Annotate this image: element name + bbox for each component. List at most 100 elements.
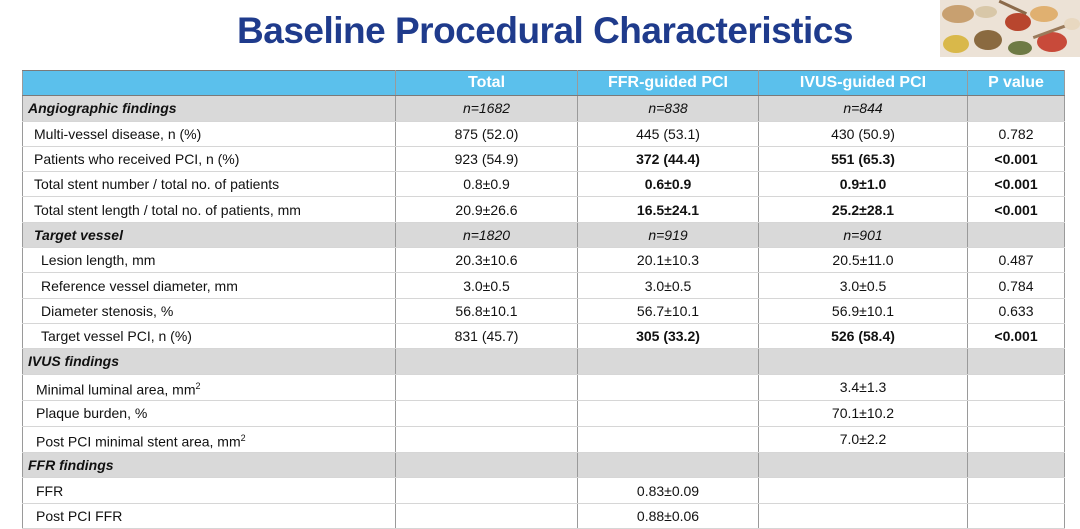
cell-p: <0.001 [967,145,1065,173]
table-header-row: Total FFR-guided PCI IVUS-guided PCI P v… [22,69,1065,97]
section-n-total: n=1682 [395,95,578,122]
cell-ivus: 3.4±1.3 [758,373,968,402]
spices-photo [940,0,1080,57]
header-total: Total [395,69,578,97]
cell-ivus: 56.9±10.1 [758,297,968,324]
cell-ivus [758,477,968,504]
row-label-text: Minimal luminal area, mm [36,381,196,398]
cell-total: 831 (45.7) [395,322,578,350]
cell-ffr: 0.83±0.09 [577,477,759,504]
cell-p: <0.001 [967,196,1065,223]
section-label: IVUS findings [22,348,396,375]
section-row-ffr-findings: FFR findings [22,452,1065,479]
cell-ffr: 20.1±10.3 [577,247,759,274]
table-row: Target vessel PCI, n (%) 831 (45.7) 305 … [22,322,1065,350]
row-label: Multi-vessel disease, n (%) [22,120,396,147]
section-n-ivus: n=844 [758,95,968,122]
cell-ivus: 70.1±10.2 [758,400,968,427]
row-label: Post PCI minimal stent area, mm2 [22,425,396,454]
cell-total [395,477,578,504]
cell-ffr: 0.88±0.06 [577,502,759,529]
section-row-angiographic: Angiographic findings n=1682 n=838 n=844 [22,95,1065,122]
section-n-ffr: n=838 [577,95,759,122]
section-empty [395,348,578,375]
cell-p [967,425,1065,454]
table-row: Multi-vessel disease, n (%) 875 (52.0) 4… [22,120,1065,147]
page-title: Baseline Procedural Characteristics [237,10,853,51]
header-p-value: P value [967,69,1065,97]
cell-ivus: 430 (50.9) [758,120,968,147]
cell-total [395,502,578,529]
section-empty [577,452,759,479]
row-label: Total stent length / total no. of patien… [22,196,396,223]
table-row: FFR 0.83±0.09 [22,477,1065,504]
header-empty-cell [22,69,396,97]
section-empty [967,452,1065,479]
cell-total: 0.8±0.9 [395,171,578,198]
cell-ffr: 0.6±0.9 [577,171,759,198]
cell-p: 0.784 [967,272,1065,299]
section-empty [967,348,1065,375]
cell-ffr [577,373,759,402]
header-ivus-guided: IVUS-guided PCI [758,69,968,97]
cell-total: 20.9±26.6 [395,196,578,223]
cell-total: 20.3±10.6 [395,247,578,274]
cell-p: 0.782 [967,120,1065,147]
table-row: Post PCI minimal stent area, mm2 7.0±2.2 [22,425,1065,454]
cell-ivus: 25.2±28.1 [758,196,968,223]
table-row: Plaque burden, % 70.1±10.2 [22,400,1065,427]
cell-ffr: 372 (44.4) [577,145,759,173]
cell-ivus: 3.0±0.5 [758,272,968,299]
table-row: Post PCI FFR 0.88±0.06 [22,502,1065,529]
row-label: Post PCI FFR [22,502,396,529]
table-row: Minimal luminal area, mm2 3.4±1.3 [22,373,1065,402]
superscript: 2 [240,432,246,443]
cell-ivus: 526 (58.4) [758,322,968,350]
cell-p: 0.487 [967,247,1065,274]
table-row: Total stent length / total no. of patien… [22,196,1065,223]
cell-ivus: 7.0±2.2 [758,425,968,454]
cell-p [967,477,1065,504]
cell-ivus: 551 (65.3) [758,145,968,173]
cell-p [967,373,1065,402]
table-row: Diameter stenosis, % 56.8±10.1 56.7±10.1… [22,297,1065,324]
table-row: Lesion length, mm 20.3±10.6 20.1±10.3 20… [22,247,1065,274]
section-label: Target vessel [22,221,396,249]
row-label: Target vessel PCI, n (%) [22,322,396,350]
cell-total [395,400,578,427]
section-row-ivus-findings: IVUS findings [22,348,1065,375]
cell-ivus: 0.9±1.0 [758,171,968,198]
row-label: Reference vessel diameter, mm [22,272,396,299]
cell-total: 923 (54.9) [395,145,578,173]
row-label: Total stent number / total no. of patien… [22,171,396,198]
section-empty [395,452,578,479]
cell-total: 875 (52.0) [395,120,578,147]
cell-total: 3.0±0.5 [395,272,578,299]
cell-total [395,373,578,402]
section-empty [758,348,968,375]
cell-ffr: 3.0±0.5 [577,272,759,299]
row-label-text: Post PCI minimal stent area, mm [36,433,241,450]
cell-ivus [758,502,968,529]
section-n-ffr: n=919 [577,221,759,249]
row-label: Plaque burden, % [22,400,396,427]
row-label-text: Plaque burden, % [36,405,148,422]
cell-p [967,502,1065,529]
table-row: Reference vessel diameter, mm 3.0±0.5 3.… [22,272,1065,299]
cell-ivus: 20.5±11.0 [758,247,968,274]
row-label: Minimal luminal area, mm2 [22,373,396,402]
row-label: Lesion length, mm [22,247,396,274]
cell-p: 0.633 [967,297,1065,324]
characteristics-table: Total FFR-guided PCI IVUS-guided PCI P v… [22,69,1065,529]
section-n-ivus: n=901 [758,221,968,249]
cell-ffr: 305 (33.2) [577,322,759,350]
cell-total [395,425,578,454]
section-empty [577,348,759,375]
section-empty [967,221,1065,249]
section-row-target-vessel: Target vessel n=1820 n=919 n=901 [22,221,1065,249]
header-ffr-guided: FFR-guided PCI [577,69,759,97]
row-label: Patients who received PCI, n (%) [22,145,396,173]
table-row: Patients who received PCI, n (%) 923 (54… [22,145,1065,173]
cell-ffr: 445 (53.1) [577,120,759,147]
cell-ffr [577,425,759,454]
